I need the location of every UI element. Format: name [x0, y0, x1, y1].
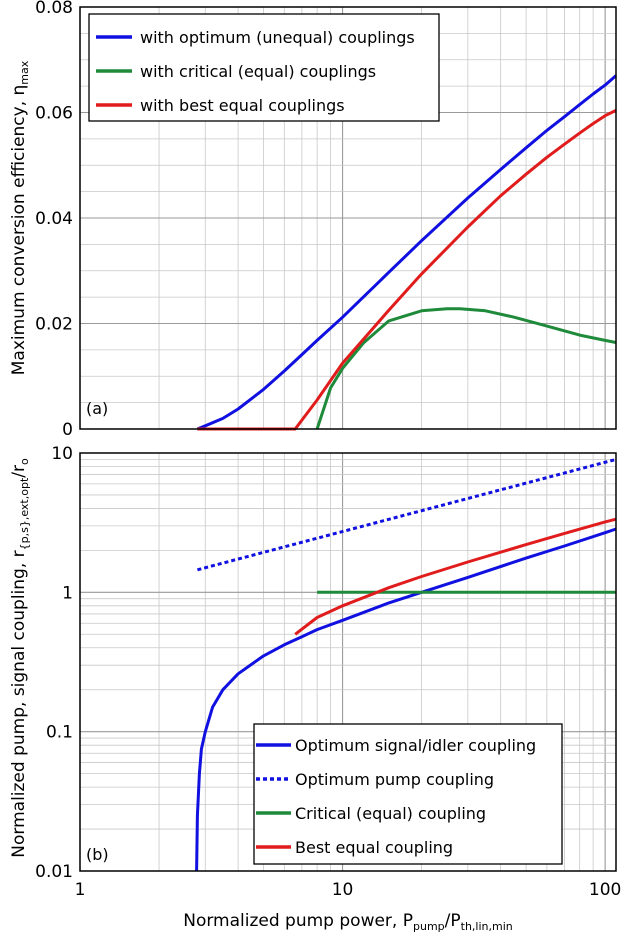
y-tick-label: 0: [62, 420, 73, 440]
y-tick-label: 10: [51, 444, 73, 464]
coupling-legend-label-0: Optimum signal/idler coupling: [295, 736, 536, 755]
efficiency-panel: 0.08 0.06 0.04 0.02 0 (a) Maximum conversion…: [9, 0, 617, 440]
coupling-legend-box: [253, 723, 563, 865]
coupling-legend: Optimum signal/idler coupling Optimum pum…: [253, 723, 563, 865]
coupling-panel: 10 1 0.1 0.01 1 10 100 (b) Normalized pump, s…: [9, 444, 621, 933]
efficiency-legend-box: [88, 13, 440, 122]
coupling-x-ticks: 1 10 100: [75, 880, 622, 900]
efficiency-panel-label: (a): [86, 399, 108, 418]
y-tick-label: 0.08: [35, 0, 73, 18]
efficiency-legend-label-0: with optimum (unequal) couplings: [140, 28, 415, 47]
efficiency-series-line-2: [197, 109, 617, 431]
efficiency-y-axis-label: Maximum conversion efficiency, ηmax: [9, 60, 31, 375]
y-tick-label: 0.06: [35, 104, 73, 124]
efficiency-legend: with optimum (unequal) couplings with cri…: [88, 13, 440, 122]
coupling-panel-label: (b): [86, 845, 109, 864]
y-tick-label: 0.02: [35, 315, 73, 335]
coupling-series-line-3: [294, 517, 617, 636]
x-axis-label: Normalized pump power, Ppump/Pth,lin,min: [183, 911, 513, 933]
coupling-y-axis-label: Normalized pump, signal coupling, r{p,s}…: [9, 458, 31, 858]
y-tick-label: 0.1: [46, 723, 73, 743]
efficiency-plot-frame: [79, 6, 617, 430]
coupling-curves: [195, 457, 617, 872]
coupling-series-line-0: [195, 527, 617, 872]
x-tick-label: 100: [589, 880, 621, 900]
x-tick-label: 10: [332, 880, 354, 900]
coupling-plot-frame: [79, 452, 617, 872]
coupling-legend-label-1: Optimum pump coupling: [295, 770, 494, 789]
x-tick-label: 1: [75, 880, 86, 900]
coupling-series-line-1: [197, 457, 617, 572]
efficiency-curves: [196, 74, 617, 431]
efficiency-legend-label-2: with best equal couplings: [140, 96, 345, 115]
efficiency-legend-label-1: with critical (equal) couplings: [140, 62, 376, 81]
coupling-legend-label-3: Best equal coupling: [295, 838, 453, 857]
coupling-legend-label-2: Critical (equal) coupling: [295, 804, 486, 823]
efficiency-series-line-1: [315, 307, 617, 430]
y-tick-label: 0.04: [35, 209, 73, 229]
y-tick-label: 0.01: [35, 862, 73, 882]
efficiency-y-ticks: 0.08 0.06 0.04 0.02 0: [35, 0, 73, 440]
y-tick-label: 1: [62, 583, 73, 603]
coupling-y-ticks: 10 1 0.1 0.01: [35, 444, 73, 882]
efficiency-series-line-0: [196, 74, 617, 431]
